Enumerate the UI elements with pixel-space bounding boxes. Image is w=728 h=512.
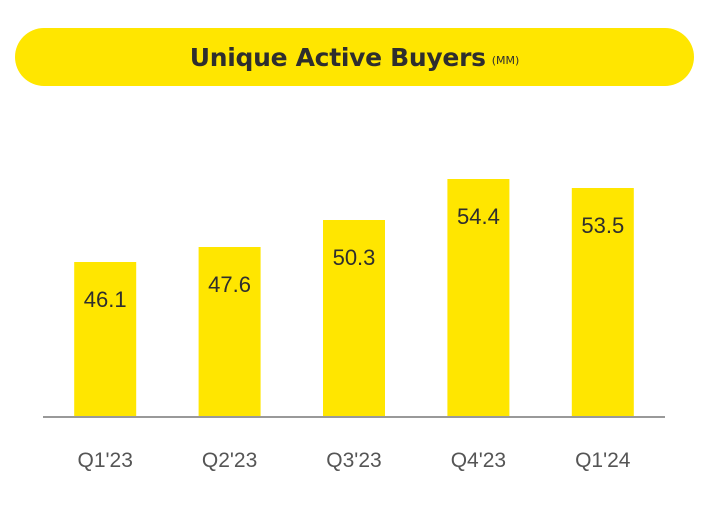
data-label: 47.6 [208, 272, 251, 297]
bar-Q2'23 [198, 247, 261, 417]
x-tick-label: Q1'23 [78, 449, 133, 472]
x-tick-label: Q3'23 [326, 449, 381, 472]
chart-title-unit: (MM) [491, 53, 520, 67]
x-tick-label: Q4'23 [451, 449, 506, 472]
bar-Q1'24 [571, 188, 634, 417]
bar-Q1'23 [74, 262, 137, 417]
chart-title: Unique Active Buyers [189, 42, 486, 72]
data-label: 54.4 [457, 204, 500, 229]
data-label: 46.1 [84, 287, 127, 312]
bar-Q3'23 [323, 220, 385, 417]
data-label: 50.3 [333, 245, 376, 270]
data-label: 53.5 [581, 213, 624, 238]
x-tick-label: Q1'24 [575, 449, 631, 472]
bar-Q4'23 [447, 179, 510, 417]
chart-title-banner: Unique Active Buyers (MM) [15, 28, 694, 86]
x-tick-label: Q2'23 [202, 449, 257, 472]
